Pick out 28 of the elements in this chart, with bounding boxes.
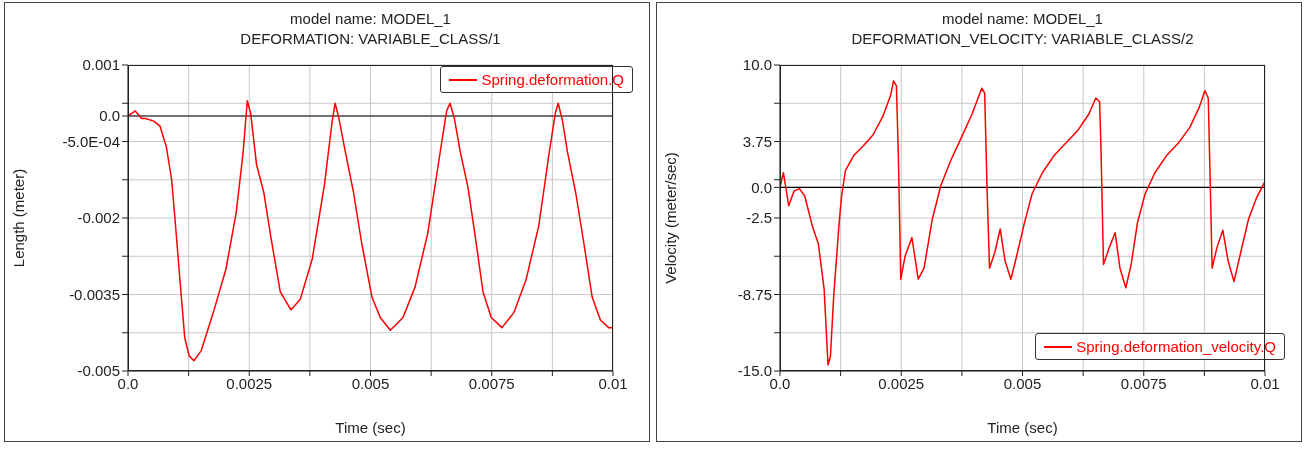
y-tick-label: -2.5 — [746, 209, 772, 227]
y-tick-label: 10.0 — [742, 56, 772, 74]
y-axis-title: Length (meter) — [10, 168, 28, 268]
x-tick-label: 0.0075 — [468, 374, 515, 392]
y-tick-label: -15.0 — [737, 362, 772, 380]
x-tick-label: 0.0025 — [878, 374, 925, 392]
x-tick-label: 0.01 — [598, 374, 628, 392]
y-tick-label: -8.75 — [737, 285, 772, 303]
x-tick-label: 0.0025 — [226, 374, 273, 392]
x-tick-label: 0.0075 — [1120, 374, 1167, 392]
y-tick-label: -0.005 — [77, 362, 120, 380]
chart-subtitle: DEFORMATION: VARIABLE_CLASS/1 — [239, 29, 502, 49]
y-tick-label: -5.0E-04 — [62, 132, 120, 150]
x-tick-label: 0.005 — [1003, 374, 1042, 392]
y-tick-label: -0.0035 — [69, 285, 120, 303]
x-axis-title: Time (sec) — [987, 419, 1058, 436]
x-axis-title: Time (sec) — [335, 419, 406, 436]
y-tick-label: 0.0 — [99, 107, 120, 125]
y-tick-label: -0.002 — [77, 209, 120, 227]
y-tick-label: 0.001 — [82, 56, 120, 74]
x-tick-label: 0.01 — [1250, 374, 1280, 392]
y-axis-title: Velocity (meter/sec) — [662, 152, 680, 284]
y-tick-label: 3.75 — [742, 132, 772, 150]
x-tick-label: 0.005 — [351, 374, 390, 392]
chart-title: model name: MODEL_1 — [941, 9, 1104, 29]
chart-title: model name: MODEL_1 — [289, 9, 452, 29]
y-tick-label: 0.0 — [751, 178, 772, 196]
chart-subtitle: DEFORMATION_VELOCITY: VARIABLE_CLASS/2 — [850, 29, 1195, 49]
